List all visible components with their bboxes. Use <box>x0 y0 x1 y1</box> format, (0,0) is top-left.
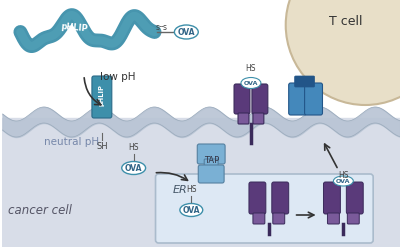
FancyBboxPatch shape <box>295 76 314 87</box>
Text: cancer cell: cancer cell <box>8 204 72 217</box>
FancyBboxPatch shape <box>272 182 289 214</box>
Circle shape <box>286 0 400 105</box>
FancyBboxPatch shape <box>253 113 264 124</box>
Text: s: s <box>156 22 160 32</box>
FancyBboxPatch shape <box>324 182 340 214</box>
Text: pHLIP: pHLIP <box>99 84 105 106</box>
Ellipse shape <box>174 25 198 39</box>
FancyBboxPatch shape <box>204 159 218 169</box>
FancyBboxPatch shape <box>238 113 249 124</box>
Text: ER: ER <box>172 185 187 195</box>
Ellipse shape <box>334 176 353 186</box>
FancyBboxPatch shape <box>198 165 224 183</box>
Text: SH: SH <box>96 142 108 151</box>
Text: HS: HS <box>338 171 349 180</box>
FancyBboxPatch shape <box>304 83 322 115</box>
FancyBboxPatch shape <box>253 213 265 224</box>
Ellipse shape <box>122 162 146 174</box>
FancyBboxPatch shape <box>289 83 306 115</box>
Text: OVA: OVA <box>125 164 142 173</box>
FancyBboxPatch shape <box>92 76 112 118</box>
FancyBboxPatch shape <box>346 182 363 214</box>
FancyBboxPatch shape <box>156 174 373 243</box>
FancyBboxPatch shape <box>197 144 225 164</box>
Text: pHLIP: pHLIP <box>60 22 88 34</box>
FancyBboxPatch shape <box>328 213 339 224</box>
Bar <box>2 118 400 247</box>
Text: OVA: OVA <box>336 179 351 184</box>
Text: TAP: TAP <box>204 156 219 165</box>
FancyBboxPatch shape <box>252 84 268 114</box>
Text: -: - <box>161 22 164 32</box>
Text: OVA: OVA <box>182 206 200 215</box>
Text: OVA: OVA <box>244 81 258 86</box>
Text: s: s <box>162 22 166 32</box>
Ellipse shape <box>241 78 261 88</box>
Text: HS: HS <box>246 64 256 73</box>
Text: HS: HS <box>186 185 196 194</box>
Text: OVA: OVA <box>178 28 195 37</box>
Text: neutral pH: neutral pH <box>44 137 99 147</box>
FancyBboxPatch shape <box>249 182 266 214</box>
FancyBboxPatch shape <box>347 213 359 224</box>
Text: HS: HS <box>128 143 139 152</box>
FancyBboxPatch shape <box>273 213 285 224</box>
Text: -: - <box>158 22 161 32</box>
Text: low pH: low pH <box>100 72 135 82</box>
Ellipse shape <box>180 204 203 217</box>
Text: T cell: T cell <box>328 15 362 28</box>
FancyBboxPatch shape <box>234 84 250 114</box>
